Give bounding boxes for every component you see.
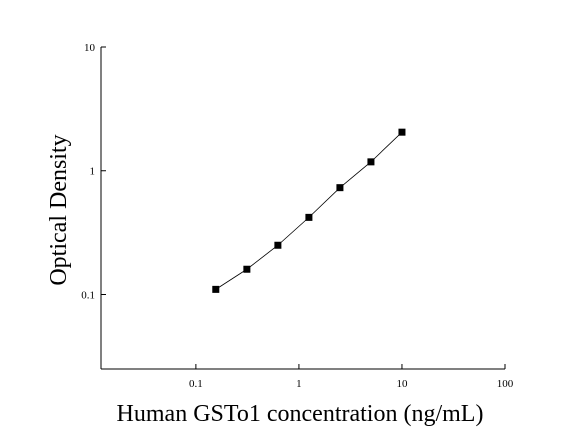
- data-point: [367, 158, 375, 166]
- data-point: [336, 184, 344, 192]
- y-axis-title: Optical Density: [46, 134, 72, 285]
- x-tick-label: 10: [396, 378, 408, 390]
- data-point: [398, 128, 406, 136]
- y-tick-label: 0.1: [81, 289, 95, 301]
- data-point: [212, 285, 220, 293]
- x-axis-title: Human GSTo1 concentration (ng/mL): [117, 401, 484, 427]
- y-tick-label: 10: [84, 42, 96, 54]
- x-tick-label: 0.1: [189, 378, 203, 390]
- x-tick-label: 100: [497, 378, 514, 390]
- data-point: [274, 241, 282, 249]
- x-tick-label: 1: [296, 378, 302, 390]
- data-point: [243, 265, 251, 273]
- data-point: [305, 213, 313, 221]
- y-tick-label: 1: [90, 166, 96, 178]
